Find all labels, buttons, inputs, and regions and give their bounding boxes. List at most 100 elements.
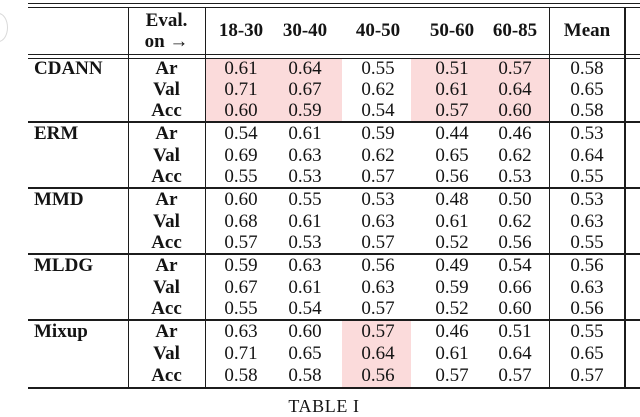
highlight-cell	[411, 58, 549, 122]
value-cell: 0.50	[498, 189, 532, 211]
value-cell: 0.48	[435, 189, 469, 211]
value-cell: 0.57	[435, 365, 469, 387]
group-separator-rule	[28, 187, 640, 190]
method-name: Mixup	[34, 321, 88, 343]
header-bottom-rule-2	[28, 57, 640, 59]
mean-cell: 0.55	[570, 165, 604, 187]
value-cell: 0.61	[288, 210, 322, 232]
value-cell: 0.54	[288, 297, 322, 319]
table-bottom-rule	[28, 387, 640, 390]
value-cell: 0.60	[498, 297, 532, 319]
table-caption: TABLE I	[288, 396, 360, 416]
mean-cell: 0.57	[570, 365, 604, 387]
value-cell: 0.60	[288, 321, 322, 343]
value-cell: 0.55	[224, 165, 258, 187]
header-eval-on-cell: Eval. on →	[128, 7, 205, 54]
value-cell: 0.60	[498, 99, 532, 121]
value-cell: 0.61	[288, 123, 322, 145]
mean-cell: 0.56	[570, 297, 604, 319]
value-cell: 0.51	[435, 57, 469, 79]
value-cell: 0.51	[498, 321, 532, 343]
table-column-rule	[549, 7, 551, 389]
row-label: Val	[153, 78, 180, 100]
value-cell: 0.63	[361, 276, 395, 298]
table-top-rule-2	[28, 7, 640, 9]
value-cell: 0.71	[224, 343, 258, 365]
value-cell: 0.63	[288, 255, 322, 277]
value-cell: 0.53	[288, 165, 322, 187]
value-cell: 0.67	[288, 78, 322, 100]
mean-cell: 0.63	[570, 276, 604, 298]
header-eval-line1: Eval.	[145, 9, 188, 31]
value-cell: 0.58	[224, 365, 258, 387]
value-cell: 0.44	[435, 123, 469, 145]
method-name: MMD	[34, 189, 84, 211]
value-cell: 0.62	[498, 144, 532, 166]
row-label: Ar	[155, 321, 178, 343]
value-cell: 0.64	[498, 78, 532, 100]
value-cell: 0.53	[288, 231, 322, 253]
header-mean-column: Mean	[563, 20, 611, 41]
value-cell: 0.55	[361, 57, 395, 79]
group-separator-rule	[28, 121, 640, 124]
value-cell: 0.54	[224, 123, 258, 145]
value-cell: 0.65	[288, 343, 322, 365]
header-eval-line2: on →	[144, 30, 189, 52]
value-cell: 0.46	[498, 123, 532, 145]
row-label: Acc	[151, 297, 182, 319]
highlight-cell	[204, 58, 343, 122]
table-column-rule	[204, 7, 206, 389]
mean-cell: 0.56	[570, 255, 604, 277]
row-label: Ar	[155, 189, 178, 211]
value-cell: 0.62	[498, 210, 532, 232]
value-cell: 0.63	[288, 144, 322, 166]
value-cell: 0.57	[224, 231, 258, 253]
value-cell: 0.61	[224, 57, 258, 79]
value-cell: 0.63	[361, 210, 395, 232]
row-label: Ar	[155, 123, 178, 145]
row-label: Acc	[151, 365, 182, 387]
value-cell: 0.56	[361, 255, 395, 277]
value-cell: 0.61	[288, 276, 322, 298]
value-cell: 0.59	[224, 255, 258, 277]
method-name: CDANN	[34, 57, 103, 79]
value-cell: 0.71	[224, 78, 258, 100]
row-label: Acc	[151, 165, 182, 187]
value-cell: 0.65	[435, 144, 469, 166]
mean-cell: 0.53	[570, 189, 604, 211]
value-cell: 0.61	[435, 210, 469, 232]
row-label: Val	[153, 144, 180, 166]
value-cell: 0.66	[498, 276, 532, 298]
header-age-column: 60-85	[492, 20, 538, 41]
value-cell: 0.58	[288, 365, 322, 387]
value-cell: 0.60	[224, 189, 258, 211]
row-label: Ar	[155, 255, 178, 277]
mean-cell: 0.53	[570, 123, 604, 145]
value-cell: 0.57	[361, 231, 395, 253]
header-age-column: 50-60	[429, 20, 475, 41]
group-separator-rule	[28, 253, 640, 256]
mean-cell: 0.55	[570, 231, 604, 253]
value-cell: 0.59	[288, 99, 322, 121]
highlight-cell	[342, 320, 412, 388]
header-age-column: 30-40	[282, 20, 328, 41]
mean-cell: 0.65	[570, 343, 604, 365]
value-cell: 0.54	[498, 255, 532, 277]
value-cell: 0.63	[224, 321, 258, 343]
value-cell: 0.64	[498, 343, 532, 365]
row-label: Val	[153, 343, 180, 365]
value-cell: 0.57	[498, 57, 532, 79]
value-cell: 0.62	[361, 144, 395, 166]
cropped-page-artifact	[0, 13, 8, 42]
mean-cell: 0.58	[570, 57, 604, 79]
group-separator-rule	[28, 319, 640, 322]
value-cell: 0.56	[498, 231, 532, 253]
table-column-rule	[624, 7, 626, 389]
header-bottom-rule-1	[28, 53, 640, 55]
table-column-rule	[127, 7, 129, 389]
method-name: MLDG	[34, 255, 94, 277]
mean-cell: 0.58	[570, 99, 604, 121]
mean-cell: 0.63	[570, 210, 604, 232]
row-label: Val	[153, 210, 180, 232]
